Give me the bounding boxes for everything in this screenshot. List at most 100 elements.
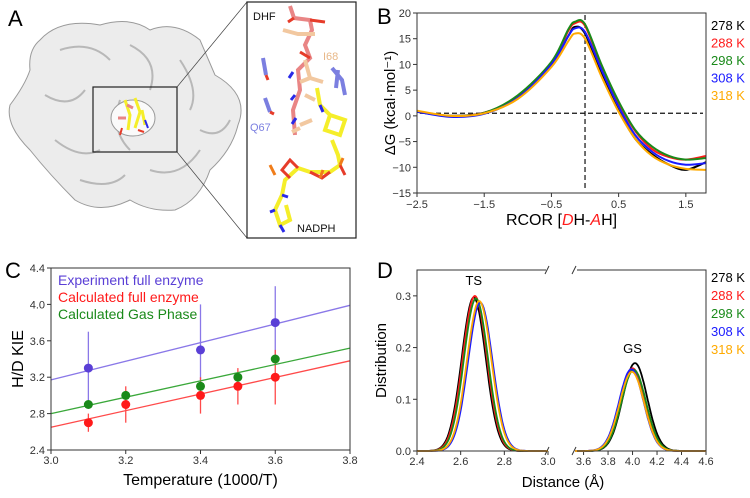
plot-frame: [416, 12, 707, 194]
x-tick-label: 4.2: [649, 456, 664, 468]
y-tick-label: 5: [405, 85, 411, 97]
panel-c: C 2.4 2.8 3.2 3.6 4.0 4.4 3.0 3.2 3.4 3.6 3.8 Exper…: [5, 258, 358, 489]
y-tick-label: 2.4: [30, 445, 45, 457]
legend-288k: 288 K: [711, 288, 745, 303]
y-tick-label: 0.1: [396, 394, 411, 406]
y-tick-label: 2.8: [30, 409, 45, 421]
x-axis-label: RCOR [DH-AH]: [506, 212, 617, 229]
y-tick-label: −10: [392, 162, 411, 174]
data-point-calculated-gas-phase: [270, 354, 280, 364]
x-axis-label-part: RCOR [: [506, 212, 563, 229]
x-tick-label: 2.8: [497, 456, 512, 468]
data-point-calculated-gas-phase: [83, 400, 93, 409]
y-tick-label: 4.4: [30, 263, 45, 275]
legend-318k: 318 K: [711, 342, 745, 357]
gs-curve-298k: [575, 368, 706, 452]
label-q67: Q67: [250, 122, 271, 134]
axis-break-mark: [571, 446, 577, 456]
y-tick-label: −5: [398, 137, 411, 149]
x-tick-label: 2.6: [453, 456, 468, 468]
data-point-experiment-full-enzyme: [83, 363, 93, 373]
x-tick-label: 4.0: [625, 456, 640, 468]
legend-308k: 308 K: [711, 71, 745, 86]
x-axis-label: Distance (Å): [522, 474, 605, 491]
y-axis-label: Distribution: [373, 323, 390, 398]
x-tick-label: −1.5: [473, 199, 495, 211]
y-tick-label: 0.2: [396, 343, 411, 355]
y-tick-label: 15: [399, 34, 411, 46]
legend-308k: 308 K: [711, 324, 745, 339]
data-point-calculated-gas-phase: [196, 381, 205, 391]
x-tick-label: 3.6: [576, 456, 591, 468]
series-line-308k: [416, 26, 707, 166]
x-axis-label: Temperature (1000/T): [123, 472, 278, 489]
panel-label-c: C: [5, 258, 21, 283]
x-axis-label-part: H-: [574, 212, 591, 229]
x-tick-label: −0.5: [541, 199, 563, 211]
y-tick-label: 0.3: [396, 291, 411, 303]
x-tick-label: 2.4: [409, 456, 424, 468]
y-axis-label: ΔG (kcal·mol⁻¹): [382, 51, 399, 156]
y-tick-label: −15: [392, 188, 411, 200]
panel-b: B −15 −10 −5 0 5 10 15 20 −2.5 −1.5 −0.5 0.5 1.5 ΔG (…: [377, 4, 745, 229]
fit-line-calculated-gas-phase: [50, 347, 351, 415]
data-point-calculated-gas-phase: [233, 372, 243, 382]
zoom-region-box: [92, 86, 178, 153]
gs-curve-278k: [575, 362, 706, 452]
axis-break-mark: [544, 446, 550, 456]
protein-surface: [8, 20, 242, 211]
y-tick-label: 3.6: [30, 336, 45, 348]
y-axis-label: H/D KIE: [10, 330, 27, 388]
legend-278k: 278 K: [711, 270, 745, 285]
series-line-318k: [416, 32, 707, 171]
x-tick-label: −2.5: [406, 199, 428, 211]
legend-278k: 278 K: [711, 18, 745, 33]
legend-318k: 318 K: [711, 88, 745, 103]
x-axis-label-part: D: [562, 212, 574, 229]
active-site-inset: DHF I68 Q67 NADPH: [246, 1, 357, 239]
y-tick-label: 0.0: [396, 446, 411, 458]
label-nadph: NADPH: [297, 223, 336, 235]
legend-entry: Experiment full enzyme: [58, 272, 204, 288]
y-tick-label: 10: [399, 59, 411, 71]
panel-label-d: D: [377, 258, 393, 283]
x-tick-label: 4.4: [674, 456, 689, 468]
x-axis-label-part: A: [589, 212, 601, 229]
legend-298k: 298 K: [711, 53, 745, 68]
x-tick-label: 3.8: [342, 455, 357, 467]
data-point-calculated-full-enzyme: [233, 381, 243, 391]
x-axis-label-part: H]: [601, 212, 617, 229]
panel-label-b: B: [377, 4, 392, 29]
data-point-experiment-full-enzyme: [196, 345, 205, 355]
x-tick-label: 0.5: [611, 199, 626, 211]
y-tick-label: 20: [399, 8, 411, 20]
label-dhf: DHF: [253, 11, 276, 23]
data-point-calculated-gas-phase: [121, 390, 131, 400]
data-point-experiment-full-enzyme: [270, 318, 280, 328]
plot-frame-left: [416, 269, 546, 452]
x-tick-label: 1.5: [678, 199, 693, 211]
legend-298k: 298 K: [711, 306, 745, 321]
x-tick-label: 3.4: [193, 455, 208, 467]
panel-d: D 0.0 0.1 0.2 0.3 2.4 2.6 2.8 3.0 3.6 3.8 4.0 4.2 4.…: [373, 258, 745, 491]
plot-frame: [50, 267, 351, 451]
x-tick-label: 3.6: [268, 455, 283, 467]
data-point-calculated-full-enzyme: [121, 400, 131, 409]
series-line-298k: [416, 18, 707, 161]
panel-label-a: A: [8, 6, 23, 31]
gs-annotation: GS: [623, 341, 642, 356]
x-tick-label: 3.2: [118, 455, 133, 467]
legend-288k: 288 K: [711, 36, 745, 51]
axis-break-mark: [571, 265, 577, 275]
legend-entry: Calculated full enzyme: [58, 289, 199, 305]
y-tick-label: 0: [405, 111, 411, 123]
data-point-calculated-full-enzyme: [196, 390, 205, 400]
x-tick-label: 3.0: [540, 456, 555, 468]
y-tick-label: 4.0: [30, 299, 45, 311]
data-point-calculated-full-enzyme: [83, 418, 93, 428]
plot-frame-right: [577, 269, 707, 452]
x-tick-label: 3.8: [600, 456, 615, 468]
x-tick-label: 4.6: [698, 456, 713, 468]
ts-curve-298k: [417, 297, 548, 452]
